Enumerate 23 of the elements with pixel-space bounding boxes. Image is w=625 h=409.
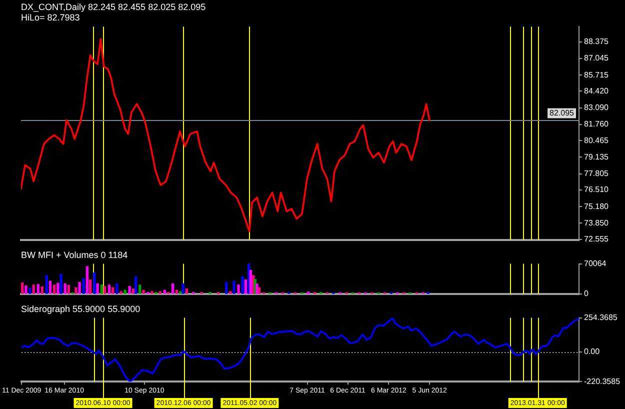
y-tick-label: 85.715 xyxy=(584,70,610,80)
y-tick-label: 0 xyxy=(584,289,589,298)
ref-line-label: 82.095 xyxy=(550,108,575,118)
chart-subtitle: HiLo= 82.7983 xyxy=(21,12,80,23)
y-tick-label: 76.510 xyxy=(584,185,610,194)
chart-title: DX_CONT,Daily 82.245 82.455 82.025 82.095 xyxy=(21,2,206,12)
y-tick-label: 72.555 xyxy=(584,234,610,244)
y-tick-label: 254.3685 xyxy=(584,313,618,322)
y-tick-label: -220.3585 xyxy=(584,376,621,386)
y-tick-label: 77.805 xyxy=(584,169,610,178)
y-tick-label: 0.00 xyxy=(584,347,600,356)
y-tick-label: 83.090 xyxy=(584,103,610,112)
y-tick-label: 73.850 xyxy=(584,218,610,228)
y-tick-label: 75.180 xyxy=(584,202,610,211)
chart-title: BW MFI + Volumes 0 1184 xyxy=(21,250,128,260)
y-tick-label: 70064 xyxy=(584,259,607,268)
y-tick-label: 81.760 xyxy=(584,120,610,129)
y-tick-label: 87.045 xyxy=(584,54,610,63)
y-tick-label: 80.465 xyxy=(584,136,610,145)
y-tick-label: 84.420 xyxy=(584,86,610,96)
y-tick-label: 88.375 xyxy=(584,37,610,46)
y-tick-label: 79.135 xyxy=(584,152,610,162)
chart-title: Siderograph 55.9000 55.9000 xyxy=(21,304,140,314)
